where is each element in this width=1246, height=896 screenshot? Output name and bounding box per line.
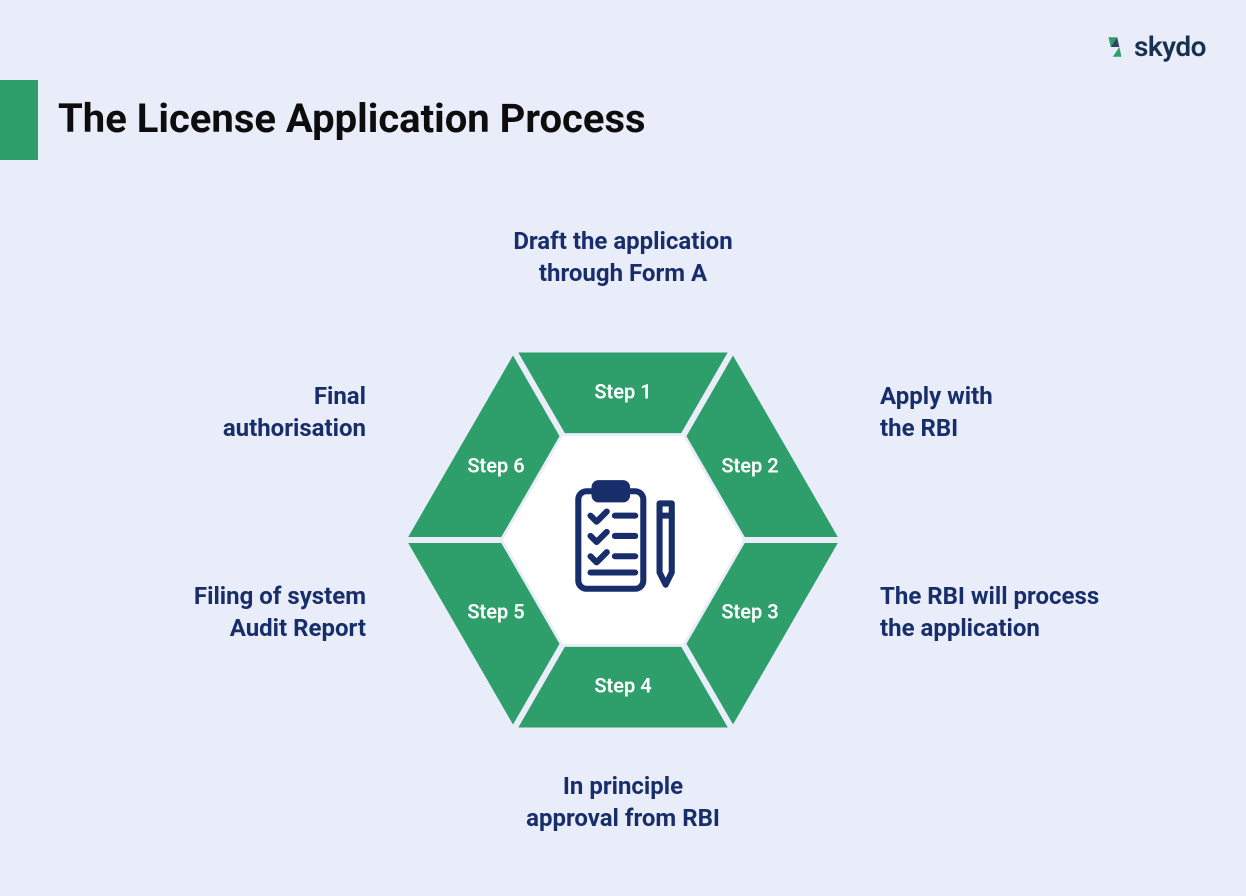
- step-desc-5-line2: Audit Report: [230, 614, 366, 642]
- step-desc-2: Apply with the RBI: [880, 380, 993, 445]
- brand-logo-icon: [1102, 34, 1128, 60]
- process-diagram: Step 1 Step 2 Step 3 Step 4 Step 5 Step …: [0, 200, 1246, 880]
- step-desc-1: Draft the application through Form A: [513, 225, 732, 290]
- hex-label-5: Step 5: [467, 599, 524, 623]
- accent-bar: [0, 80, 38, 160]
- step-desc-2-line2: the RBI: [880, 414, 958, 442]
- hex-label-3: Step 3: [721, 599, 778, 623]
- hex-label-4: Step 4: [594, 673, 651, 697]
- step-desc-6-line1: Final: [314, 382, 366, 410]
- step-desc-3: The RBI will process the application: [880, 580, 1099, 645]
- step-desc-1-line2: through Form A: [539, 259, 707, 287]
- brand-logo: skydo: [1102, 30, 1206, 63]
- step-desc-1-line1: Draft the application: [513, 227, 732, 255]
- step-desc-6-line2: authorisation: [223, 414, 366, 442]
- step-desc-3-line1: The RBI will process: [880, 582, 1099, 610]
- brand-logo-text: skydo: [1134, 30, 1206, 63]
- step-desc-4-line1: In principle: [563, 772, 683, 800]
- page-title: The License Application Process: [58, 95, 646, 142]
- hex-label-1: Step 1: [594, 379, 651, 403]
- step-desc-4-line2: approval from RBI: [526, 804, 720, 832]
- step-desc-4: In principle approval from RBI: [526, 770, 720, 835]
- hex-label-6: Step 6: [467, 453, 524, 477]
- hex-label-2: Step 2: [721, 453, 778, 477]
- step-desc-6: Final authorisation: [223, 380, 366, 445]
- step-desc-5-line1: Filing of system: [194, 582, 366, 610]
- step-desc-3-line2: the application: [880, 614, 1040, 642]
- clipboard-checklist-icon: [558, 475, 688, 605]
- step-desc-5: Filing of system Audit Report: [194, 580, 366, 645]
- step-desc-2-line1: Apply with: [880, 382, 993, 410]
